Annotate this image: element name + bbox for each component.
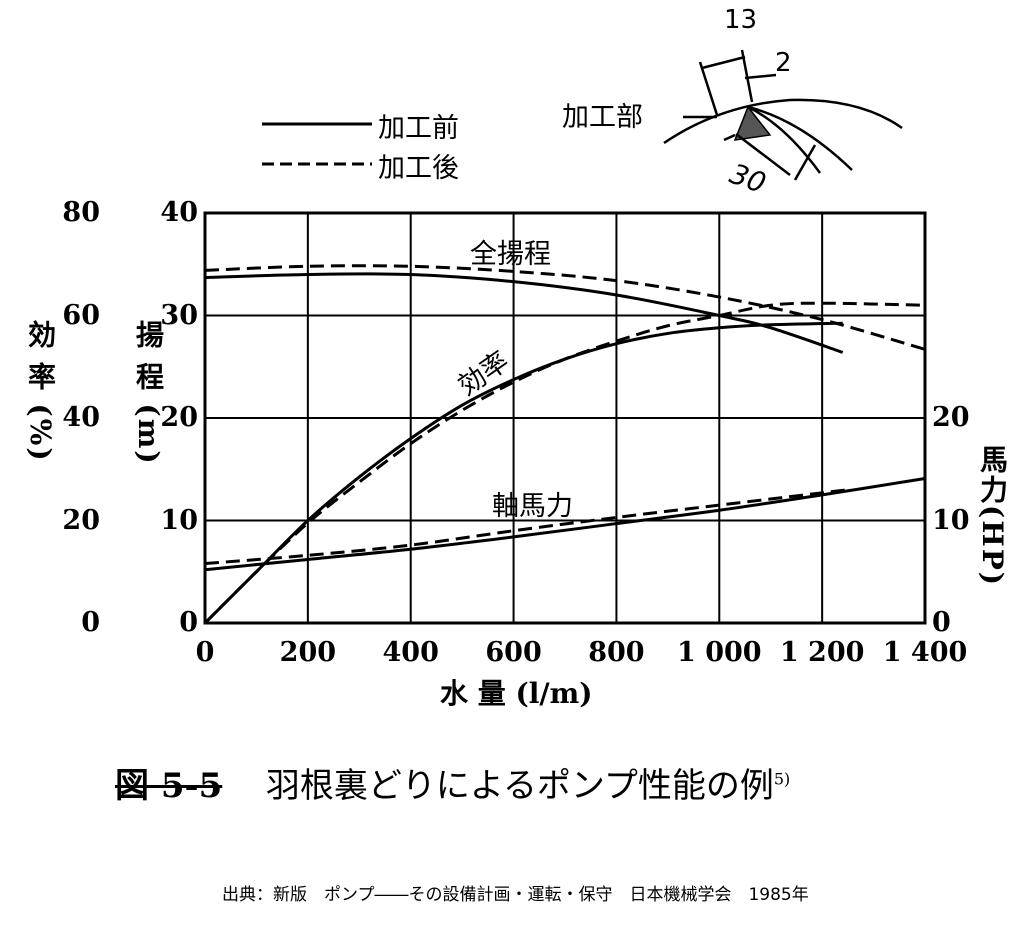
series-line-軸馬力-加工後: [204, 488, 849, 566]
x-axis-label: 水 量 (l/m): [440, 677, 593, 710]
x-tick-label: 1 000: [677, 637, 762, 668]
legend-before-label: 加工前: [378, 113, 459, 144]
x-tick-label: 200: [279, 637, 337, 668]
blade-inset-drawing: [663, 49, 903, 181]
curves: [203, 264, 926, 625]
efficiency-axis-label: 効 率 (%): [24, 320, 57, 463]
head-axis-label: 揚 程 (m): [132, 320, 165, 466]
x-tick-label: 1 400: [882, 637, 968, 668]
power-axis-label: 馬力(HP): [976, 445, 1009, 588]
x-tick-label: 1 200: [779, 637, 865, 668]
series-line-効率-加工前: [203, 321, 843, 625]
head-tick-label: 10: [160, 504, 198, 536]
figure-ref: 5): [773, 769, 791, 789]
x-tick-label: 600: [485, 637, 542, 668]
series-line-全揚程-加工後: [204, 264, 926, 351]
source-citation: 出典：新版 ポンプ――その設備計画・運転・保守 日本機械学会 1985年: [222, 885, 809, 905]
series-line-全揚程-加工前: [204, 272, 844, 354]
efficiency-tick-label: 0: [81, 607, 100, 638]
efficiency-tick-label: 20: [62, 504, 100, 536]
efficiency-tick-label: 40: [62, 402, 100, 433]
power-curve-label: 軸馬力: [492, 491, 573, 522]
head-tick-label: 20: [160, 402, 198, 433]
inset-dim-width: 13: [724, 5, 758, 35]
efficiency-tick-label: 60: [62, 299, 100, 331]
figure-title: 羽根裏どりによるポンプ性能の例: [265, 766, 774, 806]
x-tick-label: 400: [382, 637, 439, 668]
series-line-効率-加工後: [203, 301, 926, 625]
power-tick-label: 10: [932, 504, 970, 536]
series-line-軸馬力-加工前: [204, 476, 926, 572]
efficiency-tick-label: 80: [62, 197, 100, 228]
inset-dim-depth: 2: [775, 48, 792, 78]
figure-caption: 図 5-5 羽根裏どりによるポンプ性能の例5): [115, 758, 790, 807]
x-tick-label: 0: [195, 637, 215, 668]
x-tick-label: 800: [588, 637, 645, 668]
head-curve-label: 全揚程: [470, 239, 551, 270]
head-tick-label: 40: [160, 197, 198, 228]
head-tick-label: 30: [160, 299, 198, 331]
legend-after-label: 加工後: [378, 153, 459, 184]
figure-number: 図 5-5: [115, 766, 223, 806]
inset-machined-part-label: 加工部: [562, 102, 643, 133]
power-tick-label: 20: [932, 402, 970, 433]
head-tick-label: 0: [179, 607, 198, 638]
power-tick-label: 0: [932, 607, 951, 638]
